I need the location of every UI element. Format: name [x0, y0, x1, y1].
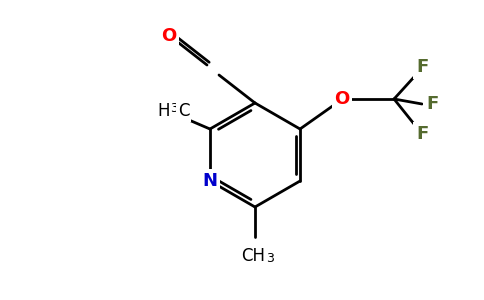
Text: C: C — [178, 102, 189, 120]
Text: CH: CH — [241, 247, 265, 265]
Text: H: H — [157, 102, 170, 120]
Text: N: N — [202, 172, 217, 190]
Text: O: O — [334, 90, 349, 108]
Text: O: O — [161, 27, 177, 45]
Text: 3: 3 — [170, 102, 178, 115]
Text: 3: 3 — [266, 252, 274, 265]
Text: F: F — [416, 58, 428, 76]
Text: F: F — [416, 125, 428, 143]
Text: F: F — [426, 95, 438, 113]
